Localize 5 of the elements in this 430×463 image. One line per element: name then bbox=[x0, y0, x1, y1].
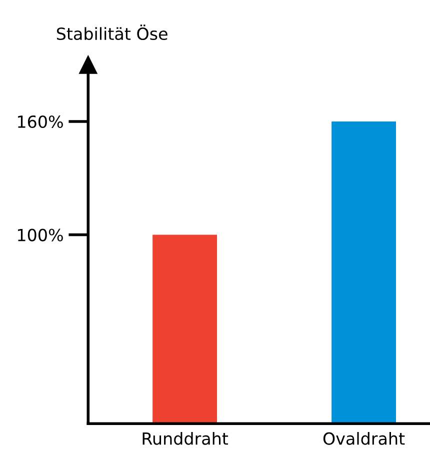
y-tick-label: 160% bbox=[18, 115, 63, 128]
y-axis-title: Stabilität Öse bbox=[56, 24, 168, 40]
y-tick-label: 100% bbox=[18, 228, 63, 242]
x-tick-label: Ovaldraht bbox=[323, 432, 405, 445]
x-tick-label: Runddraht bbox=[142, 432, 228, 445]
